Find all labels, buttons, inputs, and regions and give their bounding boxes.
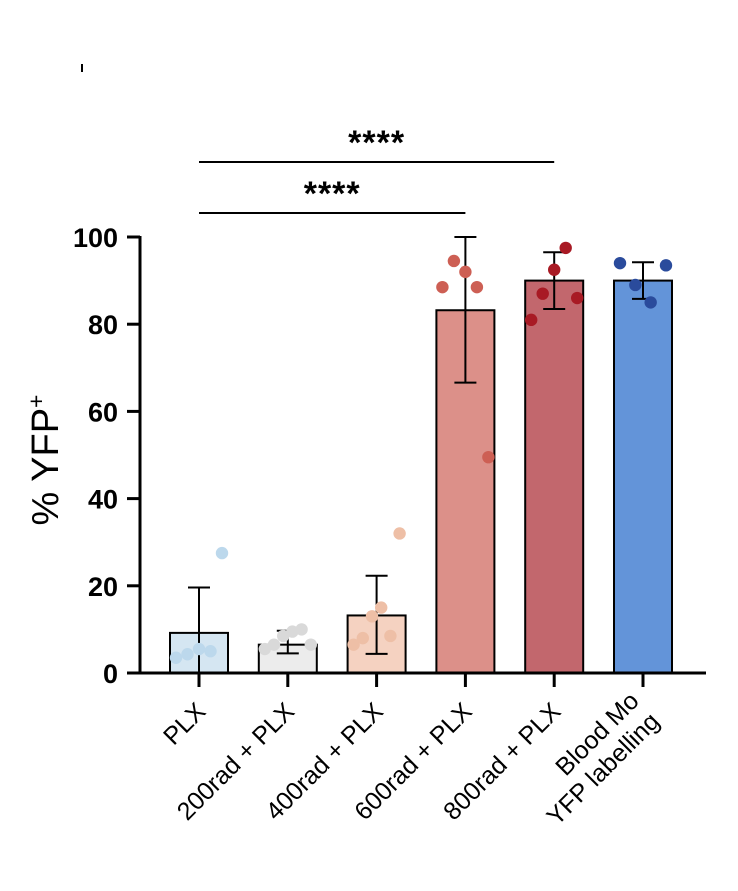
axes [127,235,706,687]
data-point-1-4 [204,645,217,658]
data-point-3-3 [365,610,379,623]
data-point-4-1 [436,280,449,294]
y-tick-label-100: 100 [73,223,118,253]
data-point-6-2 [629,278,642,292]
data-point-4-3 [459,265,472,279]
bar-6 [613,279,673,674]
x-tick-label-1: PLX [158,697,211,750]
data-point-3-1 [347,638,360,651]
y-axis-title: % YFP+ [23,395,67,526]
y-tick-label-80: 80 [88,310,118,340]
data-point-4-5 [482,450,495,464]
y-tick-label-60: 60 [88,397,118,427]
data-point-1-1 [169,651,183,664]
data-point-4-2 [447,254,461,268]
data-point-3-6 [393,527,406,540]
data-point-5-5 [571,291,584,305]
data-point-5-2 [536,287,549,300]
data-point-2-6 [304,638,317,651]
y-tick-label-40: 40 [88,485,118,515]
data-point-2-5 [295,623,308,636]
bars [169,279,673,674]
data-point-1-5 [215,546,229,560]
error-bars [188,236,654,673]
y-tick-label-0: 0 [103,659,118,689]
data-point-3-2 [356,631,369,645]
data-point-6-4 [659,259,673,272]
data-point-2-3 [277,629,290,643]
data-point-3-4 [375,601,388,614]
data-point-3-5 [384,629,397,643]
significance-brackets: **** **** [199,124,555,214]
data-points [169,241,673,664]
data-point-4-4 [470,280,484,294]
data-point-2-1 [258,642,271,656]
significance-label-2: **** [304,175,361,213]
data-point-1-3 [192,642,206,656]
significance-label-1: **** [348,124,405,162]
data-point-2-2 [267,638,281,651]
data-point-1-2 [181,648,194,661]
data-point-5-1 [525,313,538,327]
data-point-6-3 [644,296,657,309]
x-tick-label-line: PLX [158,697,211,750]
bar-5 [524,279,585,674]
data-point-5-4 [559,241,572,255]
y-tick-label-20: 20 [88,572,118,602]
data-point-6-1 [613,256,627,270]
data-point-5-3 [548,263,561,276]
